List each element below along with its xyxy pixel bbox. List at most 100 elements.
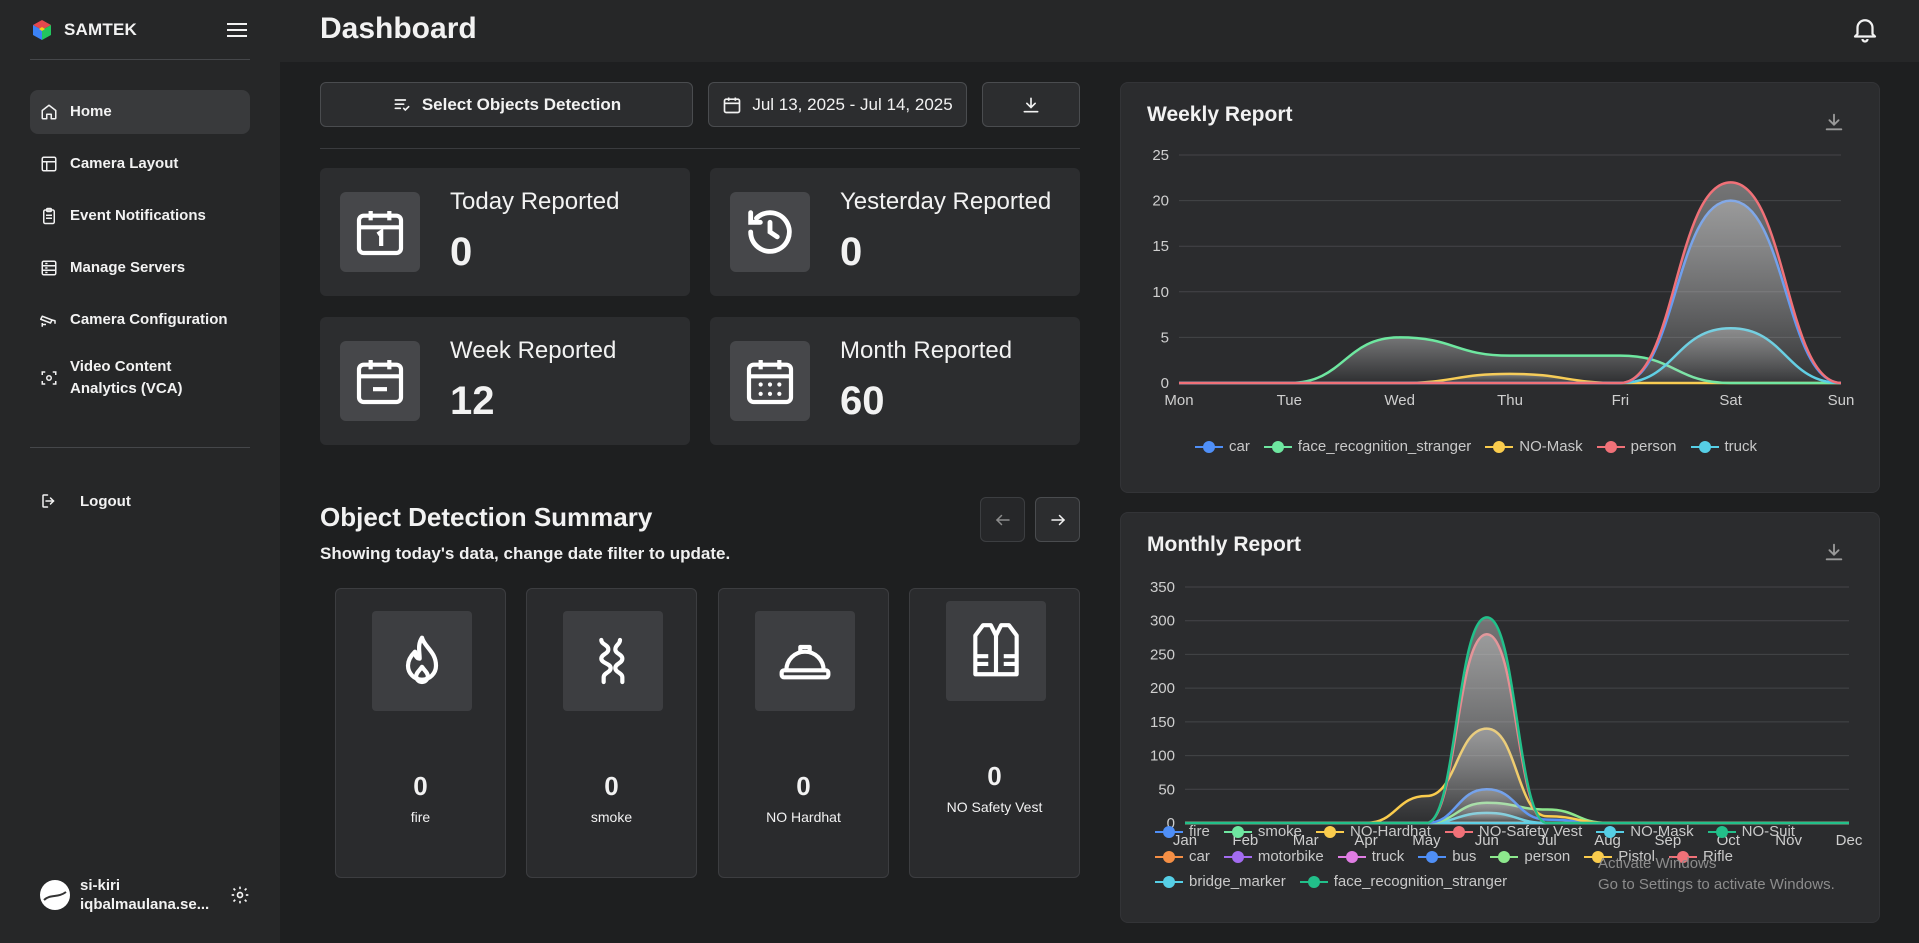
sidebar-item-manage-servers[interactable]: Manage Servers bbox=[30, 246, 250, 290]
stat-label: Month Reported bbox=[840, 337, 1013, 364]
x-tick-label: Jun bbox=[1475, 832, 1499, 849]
smoke-icon bbox=[599, 637, 625, 685]
avatar[interactable] bbox=[40, 880, 70, 910]
sidebar-divider bbox=[30, 447, 250, 448]
object-icon-box bbox=[563, 611, 663, 711]
hardhat-icon bbox=[779, 644, 831, 680]
flame-icon bbox=[405, 635, 439, 685]
y-tick-label: 5 bbox=[1161, 329, 1169, 346]
calendar-one-icon bbox=[356, 211, 404, 256]
legend-swatch bbox=[1596, 825, 1625, 838]
legend-item[interactable]: truck bbox=[1337, 848, 1404, 865]
sidebar-item-vca[interactable]: Video Content Analytics (VCA) bbox=[30, 350, 250, 406]
user-email: iqbalmaulana.se... bbox=[80, 896, 210, 913]
object-card-no-safety-vest[interactable]: 0 NO Safety Vest bbox=[909, 588, 1080, 878]
legend-item[interactable]: truck bbox=[1690, 438, 1757, 455]
legend-item[interactable]: face_recognition_stranger bbox=[1263, 438, 1471, 455]
sidebar-divider bbox=[30, 59, 250, 60]
legend-item[interactable]: car bbox=[1195, 438, 1250, 455]
legend-swatch bbox=[1444, 825, 1473, 838]
x-tick-label: Wed bbox=[1384, 392, 1415, 409]
legend-item[interactable]: NO-Suit bbox=[1707, 823, 1795, 840]
x-tick-label: Sat bbox=[1719, 392, 1742, 409]
object-card-smoke[interactable]: 0 smoke bbox=[526, 588, 697, 878]
x-tick-label: Fri bbox=[1612, 392, 1630, 409]
arrow-left-icon bbox=[995, 514, 1010, 525]
sidebar-item-camera-configuration[interactable]: Camera Configuration bbox=[30, 298, 250, 342]
legend-label: NO-Safety Vest bbox=[1478, 823, 1583, 840]
download-icon[interactable] bbox=[1823, 541, 1845, 563]
logout-button[interactable]: Logout bbox=[30, 486, 250, 516]
legend-item[interactable]: smoke bbox=[1223, 823, 1302, 840]
sidebar-item-event-notifications[interactable]: Event Notifications bbox=[30, 194, 250, 238]
sidebar-item-label: Video Content Analytics (VCA) bbox=[70, 358, 183, 397]
legend-label: Pistol bbox=[1618, 848, 1655, 865]
legend-item[interactable]: NO-Hardhat bbox=[1316, 823, 1431, 840]
legend-item[interactable]: bus bbox=[1418, 848, 1476, 865]
weekly-chart[interactable]: 0 5 10 15 20 25 Mon Tue Wed Thu Fri Sat Sun bbox=[1121, 83, 1881, 443]
sidebar-item-label: Manage Servers bbox=[70, 259, 186, 276]
x-tick-label: Mon bbox=[1164, 392, 1193, 409]
x-tick-label: May bbox=[1412, 832, 1441, 849]
date-range-picker[interactable]: Jul 13, 2025 - Jul 14, 2025 bbox=[708, 82, 967, 127]
top-header: Dashboard bbox=[280, 0, 1919, 62]
select-objects-button[interactable]: Select Objects Detection bbox=[320, 82, 693, 127]
menu-icon[interactable] bbox=[226, 20, 248, 40]
download-button[interactable] bbox=[982, 82, 1080, 127]
x-tick-label: Tue bbox=[1277, 392, 1302, 409]
legend-item[interactable]: Rifle bbox=[1668, 848, 1733, 865]
object-label: NO Hardhat bbox=[766, 809, 841, 825]
legend-item[interactable]: NO-Mask bbox=[1485, 438, 1583, 455]
legend-swatch bbox=[1490, 850, 1519, 863]
next-button[interactable] bbox=[1035, 497, 1080, 542]
stat-label: Yesterday Reported bbox=[840, 188, 1052, 215]
y-tick-label: 25 bbox=[1152, 147, 1169, 164]
object-card-fire[interactable]: 0 fire bbox=[335, 588, 506, 878]
legend-item[interactable]: NO-Mask bbox=[1596, 823, 1694, 840]
legend-item[interactable]: NO-Safety Vest bbox=[1444, 823, 1583, 840]
sidebar-item-label: Event Notifications bbox=[70, 207, 206, 224]
sidebar-item-camera-layout[interactable]: Camera Layout bbox=[30, 142, 250, 186]
user-info: si-kiri iqbalmaulana.se... bbox=[80, 876, 210, 914]
download-icon[interactable] bbox=[1823, 111, 1845, 133]
object-card-no-hardhat[interactable]: 0 NO Hardhat bbox=[718, 588, 889, 878]
legend-swatch bbox=[1690, 440, 1719, 453]
calendar-grid-icon bbox=[746, 360, 794, 405]
stat-card-yesterday: Yesterday Reported 0 bbox=[710, 168, 1080, 296]
legend-swatch bbox=[1485, 440, 1514, 453]
object-icon-box bbox=[755, 611, 855, 711]
prev-button[interactable] bbox=[980, 497, 1025, 542]
y-tick-label: 100 bbox=[1150, 748, 1175, 765]
sidebar-item-label: Camera Configuration bbox=[70, 311, 228, 328]
legend-item[interactable]: Pistol bbox=[1584, 848, 1655, 865]
activate-windows-title: Activate Windows bbox=[1598, 855, 1717, 872]
legend-item[interactable]: person bbox=[1490, 848, 1570, 865]
legend-item[interactable]: motorbike bbox=[1223, 848, 1324, 865]
series-line-face_recognition_stranger[interactable] bbox=[1185, 616, 1849, 825]
legend-swatch bbox=[1596, 440, 1625, 453]
legend-item[interactable]: fire bbox=[1155, 823, 1210, 840]
legend-label: NO-Mask bbox=[1630, 823, 1694, 840]
user-name: si-kiri bbox=[80, 877, 121, 894]
legend-swatch bbox=[1668, 850, 1697, 863]
y-tick-label: 150 bbox=[1150, 714, 1175, 731]
stat-value: 12 bbox=[450, 379, 495, 423]
legend-item[interactable]: bridge_marker bbox=[1155, 873, 1286, 890]
bell-icon[interactable] bbox=[1850, 14, 1880, 44]
legend-item[interactable]: car bbox=[1155, 848, 1210, 865]
object-icon-box bbox=[946, 601, 1046, 701]
series-line-person[interactable] bbox=[1178, 181, 1842, 385]
scan-icon bbox=[41, 371, 57, 385]
x-tick-label: Sep bbox=[1655, 832, 1682, 849]
legend-item[interactable]: face_recognition_stranger bbox=[1299, 873, 1507, 890]
brand[interactable]: SAMTEK bbox=[30, 18, 137, 42]
legend-item[interactable]: person bbox=[1596, 438, 1677, 455]
legend-swatch bbox=[1707, 825, 1736, 838]
sidebar-item-home[interactable]: Home bbox=[30, 90, 250, 134]
history-icon bbox=[748, 210, 792, 254]
server-icon bbox=[41, 260, 57, 276]
gear-icon[interactable] bbox=[230, 885, 250, 905]
cube-logo-icon bbox=[33, 20, 51, 40]
legend-label: NO-Mask bbox=[1519, 438, 1583, 455]
